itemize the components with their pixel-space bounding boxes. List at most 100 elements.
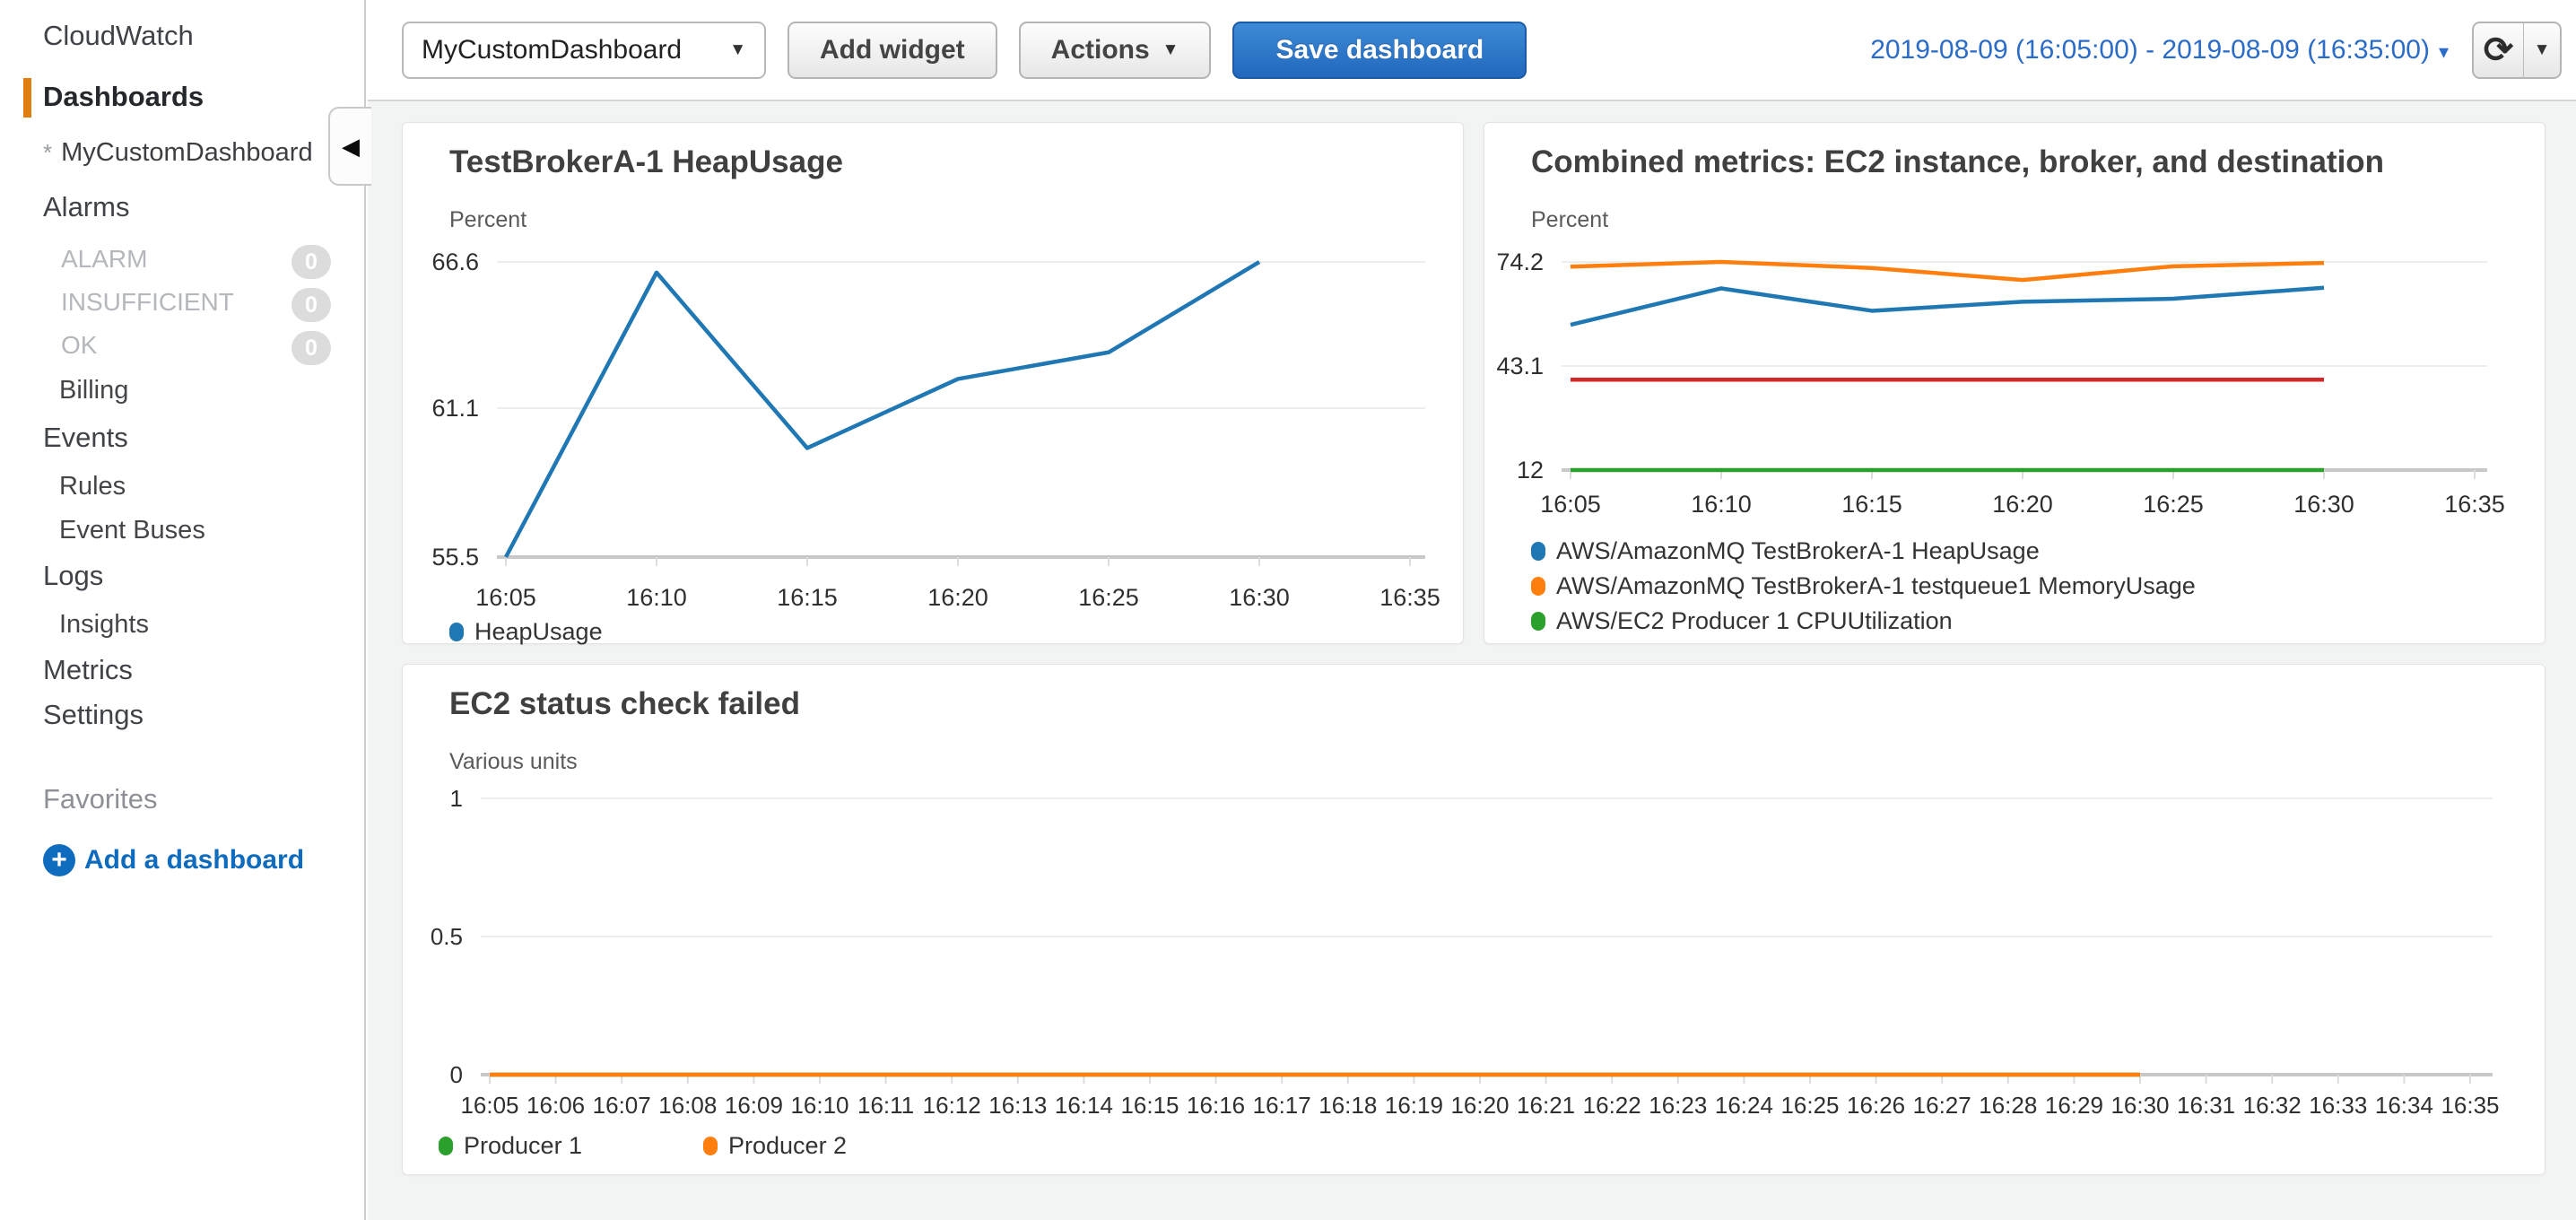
chevron-down-icon: ▼ [1162, 39, 1179, 59]
svg-text:16:17: 16:17 [1253, 1092, 1311, 1119]
sidebar-item-logs[interactable]: Logs [43, 560, 104, 591]
svg-text:16:05: 16:05 [475, 584, 536, 611]
sidebar-item-alarm-state[interactable]: ALARM 0 [0, 245, 364, 279]
chart-legend: Producer 1 [439, 1132, 582, 1160]
sidebar-item-events[interactable]: Events [43, 422, 128, 453]
alarm-count-badge: 0 [292, 245, 331, 279]
widget-title: TestBrokerA-1 HeapUsage [449, 144, 843, 179]
sidebar-item-billing[interactable]: Billing [59, 376, 129, 405]
widget-heapusage[interactable]: TestBrokerA-1 HeapUsage Percent 66.6 61.1… [402, 122, 1464, 646]
svg-text:16:15: 16:15 [1841, 491, 1902, 518]
legend-label: Producer 2 [728, 1132, 848, 1159]
svg-text:16:35: 16:35 [1379, 584, 1440, 611]
svg-text:16:29: 16:29 [2045, 1092, 2103, 1119]
sidebar-item-rules[interactable]: Rules [59, 472, 126, 501]
dashboard-canvas: TestBrokerA-1 HeapUsage Percent 66.6 61.1… [368, 101, 2576, 1220]
svg-text:16:22: 16:22 [1583, 1092, 1641, 1119]
svg-text:16:35: 16:35 [2444, 491, 2505, 518]
app-title: CloudWatch [43, 20, 194, 51]
svg-text:43.1: 43.1 [1496, 353, 1544, 379]
svg-text:16:20: 16:20 [927, 584, 988, 611]
svg-text:16:06: 16:06 [527, 1092, 585, 1119]
sidebar: CloudWatch Dashboards * MyCustomDashboard… [0, 0, 366, 1220]
legend-label: AWS/EC2 Producer 1 CPUUtilization [1556, 607, 1953, 634]
chart-legend: AWS/AmazonMQ TestBrokerA-1 testqueue1 Me… [1531, 572, 2196, 600]
svg-text:16:30: 16:30 [1229, 584, 1290, 611]
svg-text:16:05: 16:05 [1540, 491, 1601, 518]
legend-swatch [1531, 612, 1545, 631]
svg-text:16:35: 16:35 [2441, 1092, 2499, 1119]
chart-legend: HeapUsage [449, 618, 603, 646]
line-chart[interactable]: 1 0.5 0 16:05 16:06 16:07 16:08 16:09 16:10 16:11… [403, 665, 2546, 1181]
svg-text:16:08: 16:08 [658, 1092, 717, 1119]
svg-text:16:20: 16:20 [1992, 491, 2053, 518]
widget-status-check[interactable]: EC2 status check failed Various units 1 0… [402, 664, 2546, 1175]
svg-text:16:30: 16:30 [2293, 491, 2354, 518]
sidebar-item-dashboards[interactable]: Dashboards [0, 78, 364, 118]
dashboard-select[interactable]: MyCustomDashboard ▼ [402, 21, 766, 79]
sidebar-item-insights[interactable]: Insights [59, 610, 149, 639]
sidebar-collapse-button[interactable]: ◀ [328, 107, 371, 186]
svg-text:16:07: 16:07 [593, 1092, 651, 1119]
legend-label: HeapUsage [474, 618, 603, 645]
svg-text:12: 12 [1517, 457, 1544, 484]
legend-swatch [703, 1137, 718, 1155]
line-chart[interactable]: 74.2 43.1 12 16:05 16:10 16:15 16:20 16:25 16:30… [1484, 123, 2546, 649]
svg-text:16:24: 16:24 [1715, 1092, 1773, 1119]
sidebar-item-metrics[interactable]: Metrics [43, 654, 133, 685]
y-axis-unit-label: Percent [449, 207, 527, 232]
svg-text:16:12: 16:12 [923, 1092, 981, 1119]
favorite-asterisk-icon: * [43, 139, 53, 166]
line-chart[interactable]: 66.6 61.1 55.5 16:05 16:10 16:15 16:20 16:25 16:… [403, 123, 1465, 649]
svg-text:0.5: 0.5 [431, 923, 463, 950]
chart-legend: AWS/AmazonMQ TestBrokerA-1 HeapUsage [1531, 537, 2040, 565]
save-dashboard-button[interactable]: Save dashboard [1232, 21, 1527, 79]
add-widget-button[interactable]: Add widget [788, 21, 997, 79]
svg-text:16:25: 16:25 [2143, 491, 2204, 518]
widget-combined-metrics[interactable]: Combined metrics: EC2 instance, broker, … [1484, 122, 2546, 644]
dashboard-toolbar: MyCustomDashboard ▼ Add widget Actions ▼… [368, 0, 2576, 101]
legend-swatch [1531, 542, 1545, 561]
sidebar-section-favorites: Favorites [43, 783, 158, 815]
svg-text:66.6: 66.6 [431, 248, 479, 275]
sidebar-item-mycustomdashboard[interactable]: * MyCustomDashboard [43, 138, 313, 167]
svg-text:16:15: 16:15 [1120, 1092, 1179, 1119]
svg-text:16:31: 16:31 [2177, 1092, 2235, 1119]
y-axis-unit-label: Percent [1531, 207, 1609, 232]
actions-button[interactable]: Actions ▼ [1018, 21, 1212, 79]
svg-text:16:25: 16:25 [1780, 1092, 1839, 1119]
dashboard-select-value: MyCustomDashboard [422, 34, 683, 65]
svg-text:16:10: 16:10 [1691, 491, 1752, 518]
refresh-icon: ⟳ [2483, 30, 2514, 70]
svg-text:16:10: 16:10 [626, 584, 687, 611]
ok-count-badge: 0 [292, 331, 331, 365]
svg-text:16:23: 16:23 [1649, 1092, 1707, 1119]
svg-text:16:16: 16:16 [1187, 1092, 1245, 1119]
time-range-picker[interactable]: 2019-08-09 (16:05:00) - 2019-08-09 (16:3… [1870, 34, 2449, 65]
widget-title: Combined metrics: EC2 instance, broker, … [1531, 144, 2385, 179]
svg-text:16:30: 16:30 [2110, 1092, 2169, 1119]
legend-swatch [1531, 577, 1545, 596]
sidebar-item-insufficient-state[interactable]: INSUFFICIENT 0 [0, 288, 364, 322]
legend-label: AWS/AmazonMQ TestBrokerA-1 testqueue1 Me… [1556, 572, 2196, 599]
svg-text:16:25: 16:25 [1078, 584, 1139, 611]
refresh-button[interactable]: ⟳ [2472, 21, 2524, 79]
svg-text:16:05: 16:05 [460, 1092, 518, 1119]
plus-circle-icon: + [43, 844, 75, 876]
refresh-options-button[interactable]: ▼ [2524, 21, 2562, 79]
svg-text:16:33: 16:33 [2309, 1092, 2367, 1119]
svg-text:16:20: 16:20 [1450, 1092, 1509, 1119]
widget-title: EC2 status check failed [449, 686, 800, 721]
insufficient-count-badge: 0 [292, 288, 331, 322]
active-nav-marker [23, 78, 31, 118]
legend-swatch [449, 623, 464, 641]
sidebar-item-alarms[interactable]: Alarms [43, 191, 130, 222]
add-dashboard-link[interactable]: + Add a dashboard [0, 844, 364, 876]
svg-text:16:34: 16:34 [2375, 1092, 2433, 1119]
sidebar-item-ok-state[interactable]: OK 0 [0, 331, 364, 365]
chevron-down-icon: ▾ [2438, 39, 2449, 63]
sidebar-item-settings[interactable]: Settings [43, 699, 144, 730]
svg-text:16:14: 16:14 [1055, 1092, 1113, 1119]
svg-text:16:09: 16:09 [725, 1092, 783, 1119]
sidebar-item-event-buses[interactable]: Event Buses [59, 516, 205, 545]
